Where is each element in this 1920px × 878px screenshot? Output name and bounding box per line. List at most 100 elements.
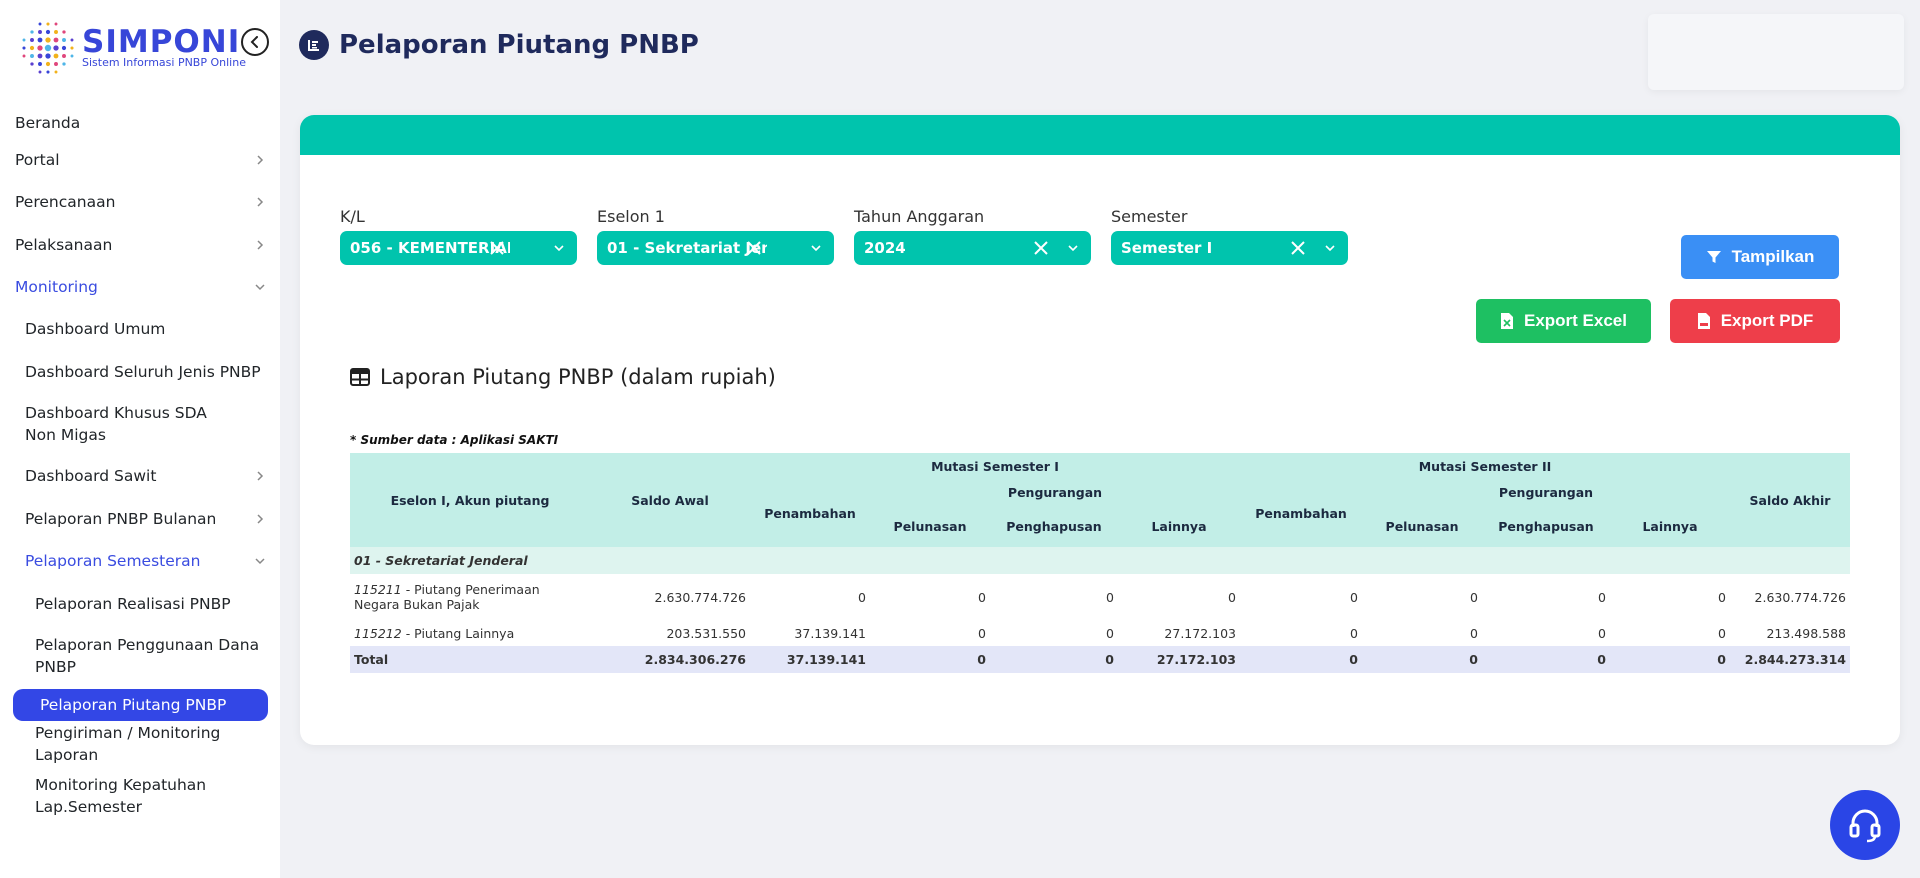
sidebar-item-dashboard-sawit[interactable]: Dashboard Sawit (0, 455, 280, 497)
filter-kl: K/L 056 - KEMENTERIAN (340, 207, 577, 265)
button-label: Export Excel (1524, 311, 1627, 330)
sidebar-collapse-button[interactable] (241, 28, 269, 56)
sidebar-item-kepatuhan[interactable]: Monitoring Kepatuhan Lap.Semester (0, 765, 280, 827)
header-pengurangan: Pengurangan (1362, 479, 1730, 505)
table-row: 115212 - Piutang Lainnya 203.531.550 37.… (350, 620, 1850, 646)
clear-icon[interactable] (1032, 239, 1050, 257)
sidebar-item-beranda[interactable]: Beranda (0, 108, 280, 138)
cell-value: 37.139.141 (794, 625, 866, 641)
sidebar-item-dashboard-seluruh[interactable]: Dashboard Seluruh Jenis PNBP (0, 350, 280, 393)
sidebar-item-label: Dashboard Umum (25, 320, 166, 338)
sidebar-item-pelaksanaan[interactable]: Pelaksanaan (0, 223, 280, 266)
button-label: Export PDF (1720, 311, 1814, 330)
filter-eselon: Eselon 1 01 - Sekretariat Jen (597, 207, 834, 265)
sidebar-item-portal[interactable]: Portal (0, 138, 280, 181)
filter-label: Tahun Anggaran (854, 207, 985, 226)
sidebar-item-pelaporan-semesteran[interactable]: Pelaporan Semesteran (0, 540, 280, 582)
chevron-down-icon (255, 558, 265, 565)
header-saldo-akhir: Saldo Akhir (1730, 453, 1850, 547)
sidebar-item-label: Perencanaan (15, 193, 116, 211)
cell-value: 0 (1350, 589, 1358, 605)
total-value: 2.844.273.314 (1730, 646, 1850, 673)
sidebar-item-label: Dashboard Sawit (25, 467, 157, 485)
filter-label: Eselon 1 (597, 207, 665, 226)
group-label: 01 - Sekretariat Jenderal (350, 547, 1850, 574)
sidebar-item-pelaporan-bulanan[interactable]: Pelaporan PNBP Bulanan (0, 497, 280, 540)
chevron-right-icon (257, 513, 264, 524)
cell-value: 0 (858, 589, 866, 605)
sidebar-item-dashboard-umum[interactable]: Dashboard Umum (0, 308, 280, 350)
chevron-down-icon (1068, 245, 1078, 252)
clear-icon[interactable] (745, 239, 763, 257)
cell-value: 0 (1106, 625, 1114, 641)
select-value: Semester I (1121, 239, 1213, 257)
total-value: 27.172.103 (1118, 646, 1240, 673)
button-label: Tampilkan (1731, 247, 1815, 266)
cell-value: 0 (1350, 625, 1358, 641)
cell-value: 0 (1106, 589, 1114, 605)
akun-cell: 115211 - Piutang Penerimaan Negara Bukan… (350, 574, 590, 620)
sidebar-item-label: Monitoring Kepatuhan Lap.Semester (35, 776, 207, 816)
sidebar-item-label: Dashboard Seluruh Jenis PNBP (25, 362, 261, 381)
sidebar-item-label: Pelaporan Penggunaan Dana PNBP (35, 636, 260, 676)
total-value: 0 (870, 646, 990, 673)
cell-value: 0 (1228, 589, 1236, 605)
cell-value: 0 (1598, 589, 1606, 605)
sidebar-item-perencanaan[interactable]: Perencanaan (0, 181, 280, 223)
header-saldo-awal: Saldo Awal (590, 453, 750, 547)
simponi-logo[interactable]: SIMPONI Sistem Informasi PNBP Online (18, 18, 246, 78)
clear-icon[interactable] (488, 239, 506, 257)
filter-label: Semester (1111, 207, 1188, 226)
eselon-select[interactable]: 01 - Sekretariat Jen (597, 231, 834, 265)
logo-subtitle: Sistem Informasi PNBP Online (82, 56, 246, 69)
sidebar-item-piutang[interactable]: Pelaporan Piutang PNBP (13, 689, 268, 721)
sidebar-item-label: Monitoring (15, 278, 98, 296)
header-mutasi-1: Mutasi Semester I (750, 453, 1240, 479)
clear-icon[interactable] (1289, 239, 1307, 257)
akun-cell: 115212 - Piutang Lainnya (350, 620, 590, 646)
sidebar-item-label: Pelaporan Piutang PNBP (40, 696, 227, 714)
header-pelunasan: Pelunasan (1362, 505, 1482, 547)
filter-semester: Semester Semester I (1111, 207, 1348, 265)
header-pengurangan: Pengurangan (870, 479, 1240, 505)
cell-value: 27.172.103 (1164, 625, 1236, 641)
sidebar-item-realisasi[interactable]: Pelaporan Realisasi PNBP (0, 582, 280, 625)
tampilkan-button[interactable]: Tampilkan (1681, 235, 1839, 279)
page-header: Pelaporan Piutang PNBP (299, 30, 699, 60)
total-value: 37.139.141 (750, 646, 870, 673)
export-pdf-button[interactable]: Export PDF (1670, 299, 1840, 343)
akun-name: - Piutang Lainnya (401, 625, 515, 641)
sidebar-item-pengiriman[interactable]: Pengiriman / Monitoring Laporan (0, 723, 280, 765)
source-note: * Sumber data : Aplikasi SAKTI (350, 433, 559, 447)
cell-saldo-akhir: 213.498.588 (1766, 625, 1846, 641)
kl-select[interactable]: 056 - KEMENTERIAN (340, 231, 577, 265)
cell-value: 0 (1718, 625, 1726, 641)
chevron-right-icon (257, 239, 264, 250)
sidebar-item-penggunaan-dana[interactable]: Pelaporan Penggunaan Dana PNBP (0, 625, 280, 687)
tahun-select[interactable]: 2024 (854, 231, 1091, 265)
akun-code: 115212 (354, 625, 402, 641)
total-value: 0 (1482, 646, 1610, 673)
sidebar-item-label: Beranda (15, 114, 81, 132)
export-excel-button[interactable]: Export Excel (1476, 299, 1651, 343)
select-value: 2024 (864, 239, 906, 257)
sidebar-item-monitoring[interactable]: Monitoring (0, 266, 280, 308)
header-penghapusan: Penghapusan (990, 505, 1118, 547)
total-value: 2.834.306.276 (590, 646, 750, 673)
help-support-button[interactable] (1830, 790, 1900, 860)
chevron-down-icon (554, 245, 564, 252)
semester-select[interactable]: Semester I (1111, 231, 1348, 265)
header-mutasi-2: Mutasi Semester II (1240, 453, 1730, 479)
excel-file-icon (1501, 313, 1513, 329)
sidebar-item-dashboard-sda[interactable]: Dashboard Khusus SDA Non Migas (0, 393, 280, 455)
chevron-down-icon (811, 245, 821, 252)
logo-title: SIMPONI (82, 24, 241, 60)
header-penambahan: Penambahan (750, 479, 870, 547)
sidebar: SIMPONI Sistem Informasi PNBP Online Ber… (0, 0, 280, 878)
akun-name: - Piutang Penerimaan Negara Bukan Pajak (354, 582, 540, 612)
select-value: 056 - KEMENTERIAN (350, 239, 510, 257)
page-title: Pelaporan Piutang PNBP (339, 30, 699, 60)
cell-value: 0 (1598, 625, 1606, 641)
piutang-table: Eselon I, Akun piutang Saldo Awal Mutasi… (350, 453, 1850, 673)
total-value: 0 (1610, 646, 1730, 673)
